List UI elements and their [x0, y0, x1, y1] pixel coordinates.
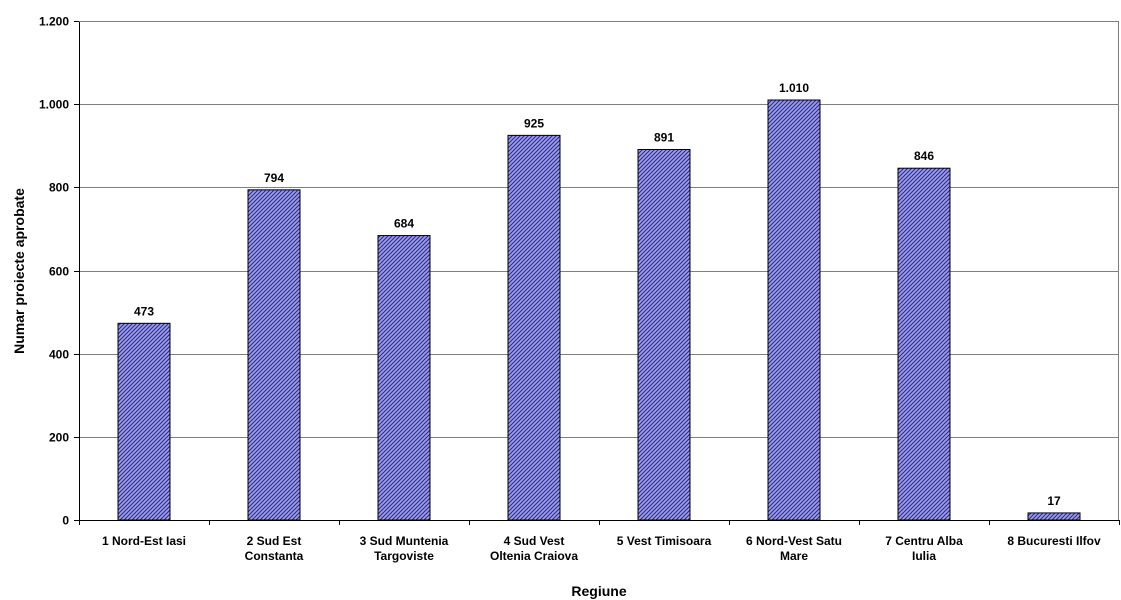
x-tick-label: 4 Sud Vest Oltenia Craiova — [490, 534, 578, 563]
y-tick-label: 600 — [49, 265, 69, 279]
data-labels: 473 794 684 925 891 1.010 846 17 — [134, 81, 1061, 508]
x-tick-label: 3 Sud Muntenia Targoviste — [360, 534, 449, 563]
x-tick-label: 6 Nord-Vest Satu Mare — [746, 534, 842, 563]
bar — [247, 189, 301, 521]
y-axis-label: Numar proiecte aprobate — [11, 188, 27, 354]
y-tick-labels: 0 200 400 600 800 1.000 1.200 — [39, 15, 69, 528]
x-tick-label: 2 Sud Est Constanta — [245, 534, 304, 563]
gridlines — [79, 21, 1119, 438]
data-label: 473 — [134, 304, 154, 318]
x-tick-label: 5 Vest Timisoara — [617, 534, 712, 548]
bar — [377, 235, 431, 521]
bars — [117, 99, 1081, 521]
x-axis-label: Regiune — [571, 583, 626, 599]
bar — [897, 167, 951, 521]
bar — [637, 148, 691, 521]
x-tick-label: 1 Nord-Est Iasi — [102, 534, 186, 548]
y-tick-label: 400 — [49, 348, 69, 362]
x-tick-label: 7 Centru Alba Iulia — [885, 534, 963, 563]
y-tick-label: 1.000 — [39, 98, 69, 112]
bar — [767, 99, 821, 521]
data-label: 684 — [394, 217, 414, 231]
data-label: 1.010 — [779, 81, 809, 95]
bar — [117, 322, 171, 521]
data-label: 17 — [1047, 494, 1061, 508]
bar — [1027, 512, 1081, 521]
axes — [74, 21, 1120, 525]
data-label: 925 — [524, 116, 544, 130]
bar — [507, 134, 561, 521]
x-tick-labels: 1 Nord-Est Iasi 2 Sud Est Constanta 3 Sud M… — [102, 534, 1101, 563]
y-tick-label: 1.200 — [39, 15, 69, 29]
y-tick-label: 0 — [62, 514, 69, 528]
y-tick-label: 800 — [49, 181, 69, 195]
y-tick-label: 200 — [49, 431, 69, 445]
data-label: 891 — [654, 130, 674, 144]
data-label: 846 — [914, 149, 934, 163]
data-label: 794 — [264, 171, 284, 185]
x-tick-label: 8 Bucuresti Ilfov — [1007, 534, 1101, 548]
